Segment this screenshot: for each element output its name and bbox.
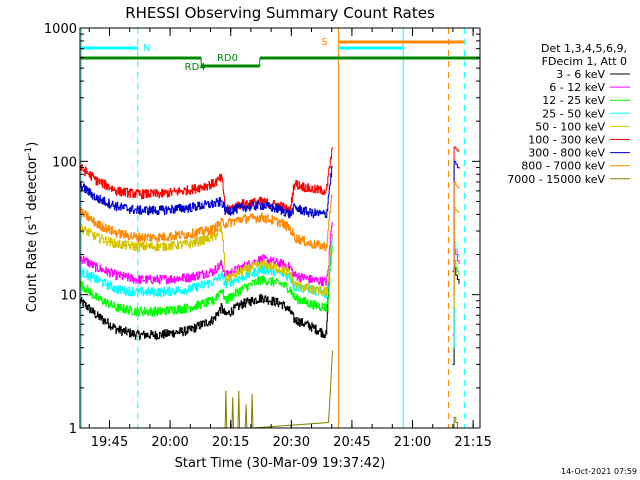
legend-header-line1: Det 1,3,4,5,6,9, xyxy=(541,42,627,55)
series-line-1 xyxy=(80,233,333,341)
x-tick-label-4: 20:30 xyxy=(273,435,310,450)
axes: 1 10 100 1000 19:45 20:00 20:15 20:30 20:45 21:00… xyxy=(44,22,492,450)
legend-label-8: 800 - 7000 keV xyxy=(521,160,605,173)
generation-timestamp: 14-Oct-2021 07:59 xyxy=(561,467,637,476)
y-axis-label-sup1: -1 xyxy=(24,215,34,224)
rd4-flag-label: RD4 xyxy=(185,62,206,73)
legend-label-7: 300 - 800 keV xyxy=(528,147,605,160)
y-axis-label-mid: detector xyxy=(25,155,40,215)
plot-frame xyxy=(79,27,481,429)
x-tick-label-2: 20:00 xyxy=(151,435,188,450)
y-axis-label-sup2: -1 xyxy=(24,147,34,156)
night-flag-label: N xyxy=(143,43,150,54)
series-line-2 xyxy=(80,221,333,287)
legend-label-9: 7000 - 15000 keV xyxy=(507,173,605,186)
y-tick-label-1: 1 xyxy=(69,422,77,437)
legend-label-2: 6 - 12 keV xyxy=(549,81,605,94)
y-axis-label-suffix: ) xyxy=(25,142,40,147)
legend: Det 1,3,4,5,6,9, FDecim 1, Att 0 3 - 6 k… xyxy=(507,42,630,186)
y-axis-label-prefix: Count Rate (s xyxy=(25,224,40,313)
y-tick-label-3: 100 xyxy=(52,155,77,170)
series-line-3 xyxy=(80,244,333,317)
series-line-7 xyxy=(80,166,333,219)
legend-label-4: 25 - 50 keV xyxy=(542,107,605,120)
series-late-segment-9 xyxy=(452,416,459,429)
rd0-flag-label: RD0 xyxy=(217,53,238,64)
plot-background xyxy=(80,28,480,428)
legend-label-1: 3 - 6 keV xyxy=(556,68,605,81)
y-tick-label-2: 10 xyxy=(60,289,77,304)
series-line-5 xyxy=(80,223,333,296)
flag-markers: N S RD0 RD4 xyxy=(80,28,480,428)
legend-label-3: 12 - 25 keV xyxy=(542,94,605,107)
chart-title: RHESSI Observing Summary Count Rates xyxy=(125,4,435,22)
x-tick-label-1: 19:45 xyxy=(91,435,128,450)
saa-flag-label: S xyxy=(321,37,327,48)
series-line-8 xyxy=(80,194,333,252)
legend-label-6: 100 - 300 keV xyxy=(528,134,605,147)
plot-area xyxy=(80,28,480,428)
x-axis-label: Start Time (30-Mar-09 19:37:42) xyxy=(175,456,386,471)
legend-header-line2: FDecim 1, Att 0 xyxy=(542,55,627,68)
x-tick-label-3: 20:15 xyxy=(212,435,249,450)
legend-label-5: 50 - 100 keV xyxy=(535,120,605,133)
x-tick-label-6: 21:00 xyxy=(394,435,431,450)
y-tick-label-4: 1000 xyxy=(44,22,77,37)
y-axis-label: Count Rate (s-1 detector-1) xyxy=(24,142,40,313)
series-late-segment-4 xyxy=(452,241,460,349)
x-tick-label-5: 20:45 xyxy=(333,435,370,450)
series-line-4 xyxy=(80,235,333,300)
x-tick-label-7: 21:15 xyxy=(454,435,491,450)
series-late-segment-8 xyxy=(452,181,460,296)
series-lines xyxy=(80,146,460,429)
